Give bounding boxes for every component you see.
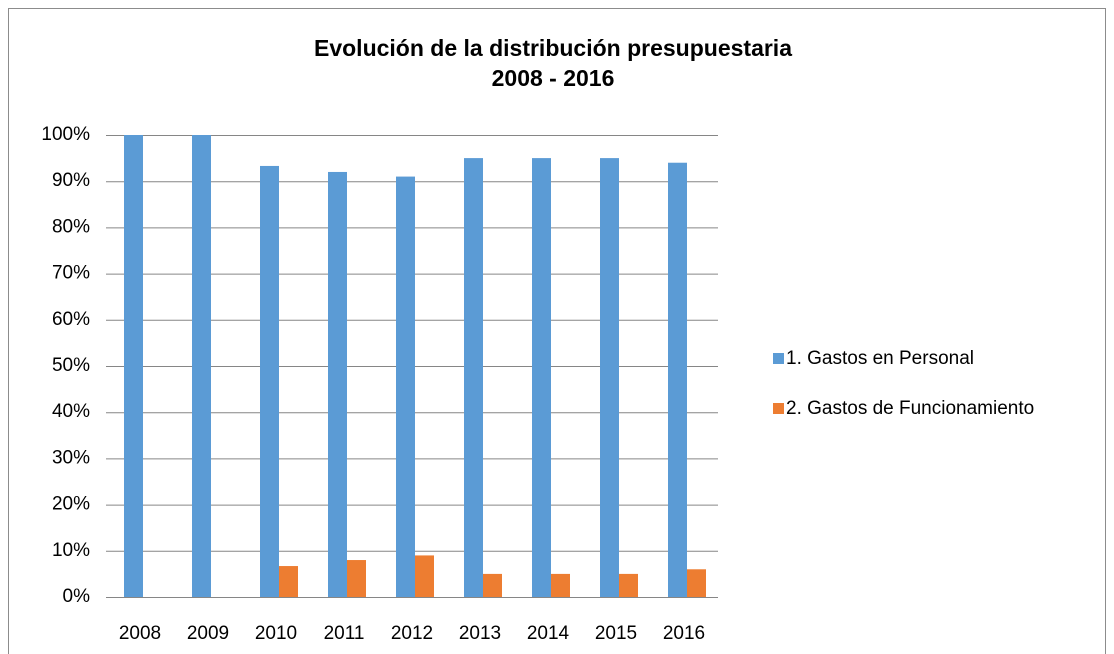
- bar: [551, 573, 570, 597]
- x-tick-label: 2009: [187, 623, 229, 644]
- x-tick-label: 2008: [119, 623, 161, 644]
- legend-swatch: [773, 403, 784, 414]
- y-tick-label: 60%: [52, 309, 90, 330]
- y-tick-label: 20%: [52, 494, 90, 515]
- x-tick-label: 2013: [459, 623, 501, 644]
- y-tick-label: 30%: [52, 447, 90, 468]
- x-tick-label: 2016: [663, 623, 705, 644]
- bar: [260, 165, 279, 598]
- bar: [464, 158, 483, 597]
- chart-title: Evolución de la distribución presupuesta…: [314, 35, 792, 61]
- x-tick-label: 2010: [255, 623, 297, 644]
- bar: [668, 162, 687, 597]
- x-tick-label: 2012: [391, 623, 433, 644]
- bar: [347, 560, 366, 597]
- bar: [687, 569, 706, 597]
- bar: [483, 573, 502, 597]
- y-tick-label: 70%: [52, 263, 90, 284]
- bar: [532, 158, 551, 597]
- chart-border: [8, 8, 1106, 654]
- y-tick-label: 40%: [52, 401, 90, 422]
- x-tick-label: 2015: [595, 623, 637, 644]
- bar: [415, 555, 434, 597]
- bar: [328, 171, 347, 597]
- bar: [600, 158, 619, 597]
- chart-title: 2008 - 2016: [492, 65, 615, 91]
- y-tick-label: 50%: [52, 355, 90, 376]
- x-tick-label: 2014: [527, 623, 570, 644]
- y-tick-label: 80%: [52, 216, 90, 237]
- legend-swatch: [773, 353, 784, 364]
- x-tick-label: 2011: [324, 623, 365, 644]
- bar: [192, 135, 211, 597]
- y-tick-label: 90%: [52, 170, 90, 191]
- bar: [396, 176, 415, 597]
- y-tick-label: 100%: [41, 124, 90, 145]
- y-tick-label: 10%: [52, 540, 90, 561]
- bar: [279, 566, 298, 597]
- legend-label: 2. Gastos de Funcionamiento: [786, 398, 1034, 419]
- y-tick-label: 0%: [63, 586, 91, 607]
- bar: [619, 573, 638, 597]
- legend-label: 1. Gastos en Personal: [786, 348, 974, 369]
- bar: [124, 135, 143, 597]
